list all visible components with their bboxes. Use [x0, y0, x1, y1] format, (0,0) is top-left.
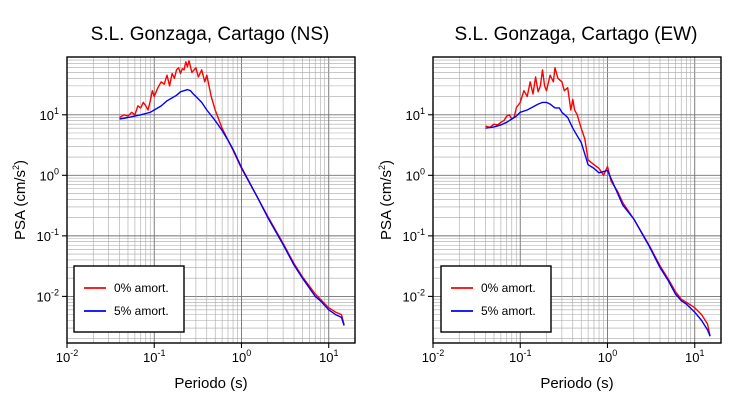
y-tick-label: 10-2: [37, 287, 59, 304]
y-tick-label: 10-1: [403, 227, 425, 244]
tick-base: 10: [403, 289, 417, 304]
tick-exponent: -2: [417, 287, 425, 297]
tick-exponent: 0: [612, 348, 617, 358]
y-tick-label: 101: [40, 106, 59, 123]
series-line-1: [485, 101, 711, 337]
x-tick-label: 10-2: [422, 348, 444, 365]
tick-base: 10: [319, 350, 333, 365]
tick-base: 10: [403, 229, 417, 244]
legend-label-0: 0% amort.: [481, 281, 536, 295]
x-axis-label: Periodo (s): [174, 375, 247, 392]
tick-exponent: -1: [157, 348, 165, 358]
tick-exponent: 0: [420, 166, 425, 176]
y-tick-label: 101: [406, 106, 425, 123]
tick-exponent: -2: [436, 348, 444, 358]
tick-base: 10: [37, 229, 51, 244]
chart-title: S.L. Gonzaga, Cartago (EW): [455, 24, 698, 45]
legend-box: [73, 265, 185, 333]
chart-title: S.L. Gonzaga, Cartago (NS): [91, 24, 330, 45]
y-axis-label-main: PSA (cm/s: [12, 170, 29, 240]
y-axis-label-sup: 2: [377, 165, 387, 170]
plot-series: [119, 60, 345, 326]
y-axis-label: PSA (cm/s2): [11, 160, 29, 240]
series-line-1: [119, 88, 345, 326]
tick-exponent: -2: [51, 287, 59, 297]
chart-panel-ns: S.L. Gonzaga, Cartago (NS) 10-2 10-1 100 10…: [11, 24, 356, 392]
tick-exponent: 1: [699, 348, 704, 358]
y-axis-label-tail: ): [12, 160, 29, 165]
legend-label-0: 0% amort.: [114, 281, 169, 295]
x-tick-label: 10-1: [509, 348, 531, 365]
y-axis-label: PSA (cm/s2): [377, 160, 395, 240]
tick-base: 10: [406, 168, 420, 183]
x-tick-label: 10-2: [56, 348, 78, 365]
legend-box: [440, 265, 552, 333]
legend: 0% amort. 5% amort.: [73, 265, 185, 333]
legend-label-1: 5% amort.: [481, 304, 536, 318]
tick-base: 10: [422, 350, 436, 365]
tick-base: 10: [509, 350, 523, 365]
x-tick-label: 101: [685, 348, 704, 365]
tick-exponent: -1: [417, 227, 425, 237]
tick-base: 10: [37, 289, 51, 304]
x-tick-label: 101: [319, 348, 338, 365]
tick-exponent: 1: [420, 106, 425, 116]
tick-exponent: -2: [70, 348, 78, 358]
tick-base: 10: [40, 168, 54, 183]
tick-base: 10: [40, 108, 54, 123]
tick-exponent: 0: [246, 348, 251, 358]
x-axis-label: Periodo (s): [540, 375, 613, 392]
y-tick-label: 10-1: [37, 227, 59, 244]
tick-base: 10: [406, 108, 420, 123]
legend-label-1: 5% amort.: [114, 304, 169, 318]
tick-base: 10: [143, 350, 157, 365]
chart-panel-ew: S.L. Gonzaga, Cartago (EW) 10-2 10-1 100 10…: [377, 24, 722, 392]
legend: 0% amort. 5% amort.: [440, 265, 552, 333]
tick-exponent: 1: [333, 348, 338, 358]
y-tick-label: 100: [40, 166, 59, 183]
x-tick-label: 100: [232, 348, 251, 365]
y-axis-label-main: PSA (cm/s: [378, 170, 395, 240]
plot-frame: [66, 56, 356, 344]
tick-exponent: -1: [51, 227, 59, 237]
tick-base: 10: [685, 350, 699, 365]
tick-exponent: 1: [54, 106, 59, 116]
y-tick-label: 10-2: [403, 287, 425, 304]
tick-base: 10: [598, 350, 612, 365]
tick-base: 10: [56, 350, 70, 365]
tick-base: 10: [232, 350, 246, 365]
plot-series: [485, 66, 711, 337]
y-axis-label-tail: ): [378, 160, 395, 165]
y-axis-label-sup: 2: [11, 165, 21, 170]
x-tick-label: 100: [598, 348, 617, 365]
tick-exponent: -1: [523, 348, 531, 358]
plot-frame: [432, 56, 722, 344]
tick-exponent: 0: [54, 166, 59, 176]
x-tick-label: 10-1: [143, 348, 165, 365]
y-tick-label: 100: [406, 166, 425, 183]
